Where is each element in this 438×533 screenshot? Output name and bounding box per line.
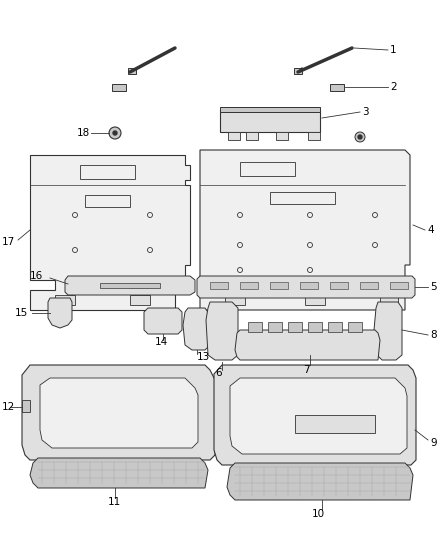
Polygon shape (197, 276, 415, 298)
Bar (330, 282, 348, 289)
Bar (300, 282, 318, 289)
Text: 5: 5 (430, 282, 437, 292)
Text: 14: 14 (155, 337, 168, 347)
Polygon shape (48, 298, 72, 328)
Text: 11: 11 (108, 497, 121, 507)
Text: 2: 2 (390, 82, 397, 92)
Text: 7: 7 (303, 365, 310, 375)
Bar (220, 107, 320, 112)
Bar (380, 295, 398, 305)
Polygon shape (200, 150, 410, 310)
Bar (112, 84, 126, 91)
Polygon shape (206, 302, 238, 360)
Bar (22, 400, 30, 412)
Bar (128, 68, 136, 74)
Bar (228, 132, 240, 140)
Circle shape (355, 132, 365, 142)
Bar (268, 322, 282, 332)
Bar (276, 132, 288, 140)
Text: 6: 6 (215, 368, 222, 378)
Bar (270, 282, 288, 289)
Polygon shape (214, 365, 416, 465)
Text: 3: 3 (362, 107, 369, 117)
Circle shape (113, 131, 117, 135)
Text: 9: 9 (430, 438, 437, 448)
Circle shape (358, 135, 362, 139)
Bar (270, 192, 335, 204)
Text: 15: 15 (15, 308, 28, 318)
Bar (220, 110, 320, 132)
Bar (240, 282, 258, 289)
Polygon shape (230, 378, 407, 454)
Polygon shape (30, 155, 190, 310)
Text: 10: 10 (312, 509, 325, 519)
Polygon shape (144, 308, 182, 334)
Bar (330, 84, 344, 91)
Bar (100, 283, 160, 288)
Text: 12: 12 (2, 402, 15, 412)
Polygon shape (65, 276, 195, 295)
Text: 8: 8 (430, 330, 437, 340)
Bar (130, 295, 150, 305)
Polygon shape (30, 458, 208, 488)
Text: 18: 18 (77, 128, 90, 138)
Bar (348, 322, 362, 332)
Text: 1: 1 (390, 45, 397, 55)
Polygon shape (227, 463, 413, 500)
Bar (305, 295, 325, 305)
Bar (294, 68, 302, 74)
Bar (246, 132, 258, 140)
Bar (308, 322, 322, 332)
Bar (248, 322, 262, 332)
Bar (85, 195, 130, 207)
Bar (210, 282, 228, 289)
Bar (240, 162, 295, 176)
Bar (328, 322, 342, 332)
Bar (390, 282, 408, 289)
Text: 16: 16 (30, 271, 43, 281)
Circle shape (109, 127, 121, 139)
Bar (80, 165, 135, 179)
Bar (308, 132, 320, 140)
Bar (225, 295, 245, 305)
Bar (288, 322, 302, 332)
Text: 13: 13 (197, 352, 210, 362)
Polygon shape (235, 330, 380, 360)
Polygon shape (40, 378, 198, 448)
Bar (360, 282, 378, 289)
Bar (55, 295, 75, 305)
Text: 4: 4 (427, 225, 434, 235)
Text: 17: 17 (2, 237, 15, 247)
Polygon shape (374, 302, 402, 360)
Bar (295, 415, 375, 433)
Polygon shape (22, 365, 215, 460)
Polygon shape (183, 308, 210, 350)
